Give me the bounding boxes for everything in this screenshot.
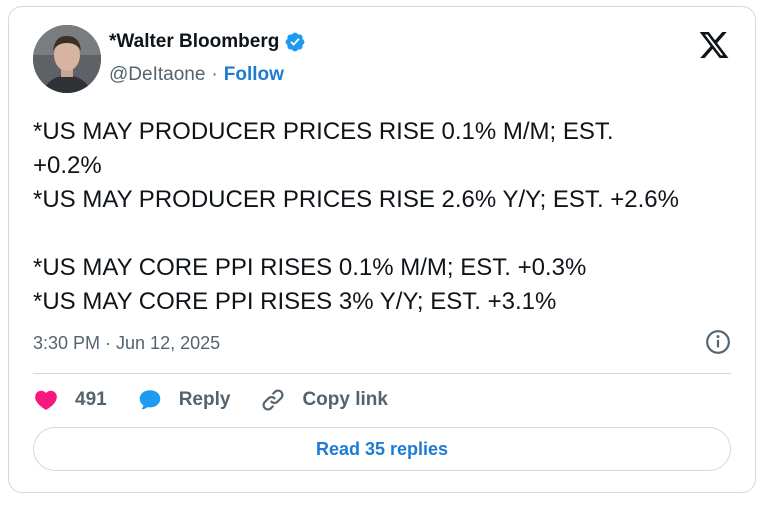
author-handle[interactable]: @DeItaone	[109, 64, 206, 85]
tweet-timestamp[interactable]: 3:30 PM · Jun 12, 2025	[33, 333, 221, 353]
reply-button[interactable]: Reply	[137, 387, 231, 413]
read-replies-label: Read 35 replies	[315, 438, 449, 459]
divider	[33, 373, 731, 374]
action-bar: 491 Reply Copy link	[33, 385, 418, 415]
like-count: 491	[75, 389, 107, 410]
follow-link[interactable]: Follow	[223, 64, 284, 85]
author-name[interactable]: *Walter Bloomberg	[109, 31, 280, 52]
x-logo-icon[interactable]	[697, 29, 731, 61]
avatar-image	[33, 25, 101, 93]
copy-link-button[interactable]: Copy link	[260, 387, 388, 413]
like-button[interactable]: 491	[33, 387, 107, 413]
verified-badge-icon	[285, 32, 305, 52]
link-icon	[262, 389, 284, 411]
reply-bubble-icon	[139, 390, 160, 410]
heart-icon	[35, 390, 57, 410]
separator-dot: ·	[211, 64, 218, 85]
tweet-text: *US MAY PRODUCER PRICES RISE 0.1% M/M; E…	[33, 118, 679, 315]
copy-link-label: Copy link	[302, 389, 388, 410]
info-icon[interactable]	[705, 329, 731, 355]
read-replies-button[interactable]: Read 35 replies	[33, 427, 731, 471]
author-name-row: *Walter Bloomberg	[109, 31, 306, 53]
avatar[interactable]	[33, 25, 101, 93]
reply-label: Reply	[178, 389, 231, 410]
author-handle-row: @DeItaone · Follow	[109, 64, 284, 86]
tweet-card: *Walter Bloomberg @DeItaone · Follow *US…	[8, 6, 756, 493]
